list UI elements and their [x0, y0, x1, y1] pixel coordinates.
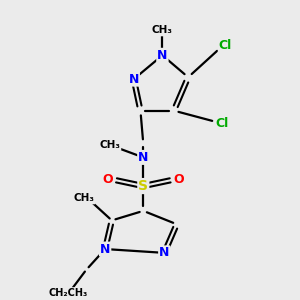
Text: N: N: [138, 151, 148, 164]
Text: N: N: [100, 243, 110, 256]
Text: Cl: Cl: [215, 117, 228, 130]
Text: CH₃: CH₃: [152, 26, 173, 35]
Text: N: N: [159, 246, 169, 260]
Text: S: S: [138, 179, 148, 193]
Text: N: N: [129, 73, 139, 85]
Text: CH₃: CH₃: [99, 140, 120, 150]
Text: CH₃: CH₃: [74, 194, 94, 203]
Text: CH₂CH₃: CH₂CH₃: [48, 288, 88, 298]
Text: O: O: [173, 173, 184, 186]
Text: N: N: [157, 49, 168, 62]
Text: Cl: Cl: [219, 39, 232, 52]
Text: O: O: [103, 173, 113, 186]
